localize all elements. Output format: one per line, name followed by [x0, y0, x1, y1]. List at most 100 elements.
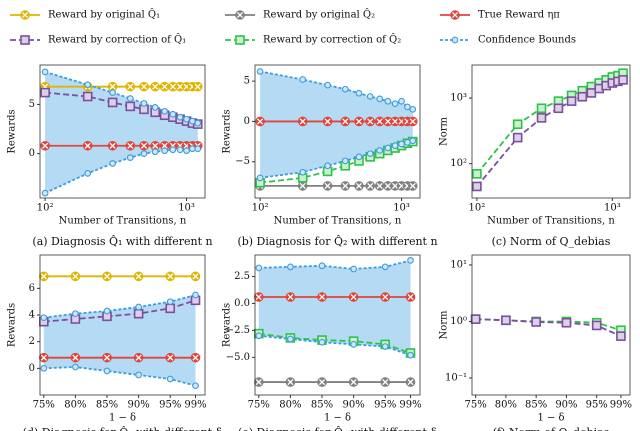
marker [40, 140, 50, 151]
series-line [258, 259, 411, 270]
marker-x [21, 11, 29, 19]
marker-circle [84, 170, 92, 177]
marker [374, 116, 385, 127]
marker-square [618, 75, 628, 85]
y-tick-label: 6 [29, 283, 35, 294]
marker [166, 375, 174, 383]
legend-label: True Reward ηπ [478, 10, 560, 21]
marker-square [235, 35, 245, 45]
marker-circle [376, 147, 384, 154]
axes-frame [254, 254, 421, 396]
marker [151, 104, 159, 111]
marker-square [470, 314, 481, 324]
y-axis-label: Rewards [222, 109, 233, 153]
marker-circle [391, 100, 399, 108]
marker [381, 263, 389, 271]
series-line [258, 334, 411, 357]
marker-x [152, 142, 159, 149]
y-axis-label: Rewards [7, 109, 18, 153]
x-tick-label: 85% [96, 400, 118, 411]
legend-label: Reward by original Q̂₁ [48, 9, 160, 21]
x-tick-label: 95% [159, 400, 181, 411]
marker [380, 377, 391, 387]
marker-circle [176, 113, 184, 121]
marker [189, 117, 196, 125]
marker [391, 142, 399, 149]
marker-x [167, 273, 174, 280]
axes-frame [471, 254, 631, 396]
marker-x [255, 379, 262, 386]
marker [407, 351, 414, 359]
marker [103, 307, 111, 315]
marker [317, 292, 327, 302]
marker [472, 181, 482, 192]
marker-x [40, 273, 47, 280]
marker-x [367, 182, 374, 189]
series-line [43, 366, 196, 387]
marker [20, 10, 30, 20]
marker [390, 116, 400, 127]
marker-circle [287, 335, 294, 343]
y-tick-label: 4 [29, 310, 35, 321]
caption: (b) Diagnosis for Q̂₂ with different n [237, 235, 437, 248]
marker [189, 145, 196, 153]
marker [126, 154, 134, 161]
marker [341, 157, 349, 165]
marker-circle [381, 263, 389, 271]
marker [531, 317, 541, 327]
marker-circle [166, 298, 174, 306]
marker-x [103, 354, 111, 361]
marker-x [109, 83, 116, 90]
marker-circle [324, 162, 331, 170]
marker [107, 140, 118, 151]
marker-square [40, 87, 50, 98]
marker-circle [140, 100, 148, 107]
marker [380, 292, 391, 302]
marker [151, 148, 159, 156]
marker [109, 160, 116, 167]
subplot: 10² 10³ 10² 10³ Number of Transitions, n Norm… [439, 64, 631, 248]
marker-circle [318, 262, 326, 270]
marker-circle [135, 371, 142, 379]
x-tick-label: 90% [128, 400, 150, 411]
y-tick-label: 10⁰ [450, 316, 467, 327]
marker-circle [366, 93, 374, 100]
marker [512, 119, 523, 130]
caption: (e) Diagnosis for Q̂₂ with different δ [238, 426, 438, 431]
marker-circle [376, 95, 384, 103]
marker-square [501, 315, 511, 326]
x-tick-label: 75% [33, 400, 55, 411]
legend-item: True Reward ηπ [440, 10, 560, 21]
y-tick-label: 10³ [450, 93, 467, 104]
marker-square [531, 317, 541, 327]
marker-x [72, 354, 79, 361]
y-axis-label: Rewards [222, 303, 233, 347]
marker-circle [350, 265, 357, 273]
marker-circle [404, 103, 411, 111]
axes-frame [39, 64, 206, 199]
marker [194, 119, 202, 127]
marker [139, 140, 149, 151]
marker-x [355, 182, 363, 189]
marker [318, 338, 326, 346]
marker [354, 181, 364, 191]
marker-x [287, 293, 294, 301]
marker-square [512, 132, 523, 143]
marker-circle [103, 307, 111, 315]
marker-circle [72, 363, 79, 371]
marker-square [107, 97, 118, 108]
marker [159, 81, 170, 92]
marker [140, 100, 148, 107]
marker [139, 81, 149, 92]
marker-circle [384, 97, 392, 105]
marker [384, 144, 392, 152]
marker [72, 310, 79, 318]
marker-x [384, 118, 391, 125]
legend-label: Reward by original Q̂₂ [263, 9, 375, 21]
x-tick-label: 10³ [393, 203, 410, 214]
marker [190, 352, 201, 363]
marker [38, 352, 49, 363]
marker-x [392, 182, 399, 189]
marker-x [384, 182, 391, 189]
marker-x [342, 182, 349, 189]
